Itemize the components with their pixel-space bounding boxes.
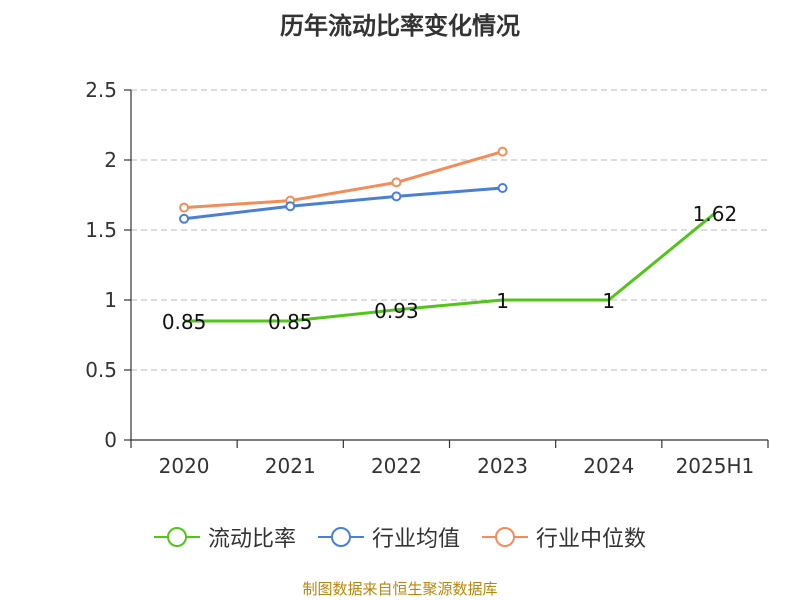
legend-item-industry-mean[interactable]: 行业均值 — [317, 521, 460, 553]
data-point — [497, 183, 508, 193]
y-tick-label: 0 — [104, 428, 117, 452]
data-point — [285, 201, 296, 212]
series-1 — [179, 183, 508, 224]
legend-line-current-ratio-icon — [153, 527, 200, 547]
legend-swatch-marker — [330, 527, 351, 547]
chart-legend: 流动比率 行业均值 行业中位数 — [0, 520, 800, 554]
x-tick-label: 2021 — [265, 454, 316, 478]
legend-label-industry-mean: 行业均值 — [371, 527, 460, 552]
series-2 — [179, 146, 508, 213]
y-tick-label: 1.5 — [85, 218, 117, 242]
x-tick-label: 2025H1 — [676, 454, 755, 478]
x-tick-label: 2022 — [371, 454, 422, 478]
data-label: 1 — [496, 289, 509, 313]
y-tick-label: 0.5 — [85, 358, 117, 382]
series-0 — [184, 212, 716, 323]
legend-item-current-ratio[interactable]: 流动比率 — [153, 521, 296, 553]
data-point — [497, 146, 508, 157]
data-point — [179, 213, 190, 224]
data-label: 0.93 — [374, 299, 419, 323]
series-line — [184, 212, 716, 323]
legend-swatch-marker — [495, 527, 515, 547]
data-label: 0.85 — [268, 310, 313, 334]
data-label: 0.85 — [162, 310, 207, 334]
legend-label-current-ratio: 流动比率 — [207, 527, 296, 552]
data-label: 1.62 — [693, 202, 738, 226]
x-tick-label: 2023 — [477, 454, 528, 478]
legend-label-industry-median: 行业中位数 — [536, 527, 647, 552]
legend-line-industry-mean-icon — [317, 527, 364, 547]
chart-title: 历年流动比率变化情况 — [280, 12, 520, 40]
data-source-note: 制图数据来自恒生聚源数据库 — [302, 580, 498, 598]
y-tick-label: 2.5 — [85, 78, 117, 102]
y-tick-label: 2 — [104, 148, 117, 172]
x-tick-label: 2024 — [583, 454, 634, 478]
legend-item-industry-median[interactable]: 行业中位数 — [482, 521, 646, 553]
x-tick-label: 2020 — [159, 454, 210, 478]
series-line — [183, 150, 504, 210]
data-point — [391, 191, 402, 202]
data-point — [391, 177, 402, 188]
y-tick-label: 1 — [104, 288, 117, 312]
data-label: 1 — [602, 289, 615, 313]
legend-line-industry-median-icon — [482, 527, 528, 547]
legend-swatch-marker — [166, 527, 187, 547]
series-line — [183, 186, 503, 221]
data-point — [179, 202, 190, 213]
